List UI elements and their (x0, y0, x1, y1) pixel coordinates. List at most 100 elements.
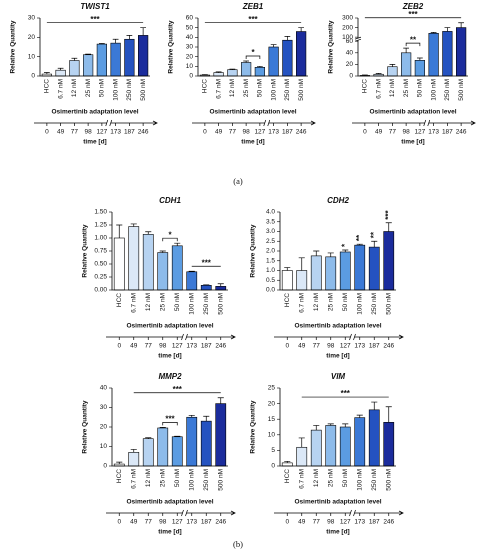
time-label: time [d] (326, 529, 349, 536)
time-tick-label: 98 (159, 519, 167, 526)
time-tick-label: 49 (130, 343, 138, 350)
time-tick-label: 173 (186, 343, 197, 350)
x-tick-label: 12 nM (71, 79, 78, 97)
y-tick-label: 0.00 (94, 287, 107, 294)
error-bar (85, 53, 92, 55)
y-tick-label: 1.5 (266, 257, 275, 264)
time-tick-label: 127 (96, 129, 107, 136)
x-tick-label: HCC (116, 293, 123, 307)
y-tick-label: 1.50 (94, 209, 107, 216)
time-break (263, 119, 271, 127)
error-bar (112, 38, 119, 44)
time-tick-label: 173 (110, 129, 121, 136)
axes (279, 212, 396, 291)
bar (215, 286, 227, 291)
bar (186, 271, 198, 291)
y-tick-label: 300 (342, 15, 353, 22)
y-tick-label: 3.5 (266, 218, 275, 225)
error-bar (375, 73, 382, 75)
y-tick-label: 40 (100, 385, 108, 392)
y-tick-label: 0 (189, 73, 193, 80)
x-tick-label: 250 nM (371, 469, 378, 491)
y-tick-label: 30 (28, 15, 36, 22)
error-bar (71, 57, 78, 61)
time-break (349, 333, 356, 341)
chart-title: MMP2 (158, 372, 182, 381)
time-tick-label: 98 (327, 343, 335, 350)
x-tick-label: 25 nM (403, 79, 410, 97)
time-break (181, 509, 188, 517)
y-tick-label: 0 (31, 73, 35, 80)
y-tick-label: 60 (186, 15, 194, 22)
time-axis (352, 120, 476, 126)
time-tick-label: 246 (456, 129, 467, 136)
y-tick-label: 1.0 (266, 267, 275, 274)
error-bar (458, 22, 465, 28)
y-tick-label: 0.50 (94, 261, 107, 268)
bar (383, 231, 395, 291)
x-tick-label: 250 nM (371, 293, 378, 315)
bar (401, 52, 412, 77)
error-bar (203, 284, 210, 286)
bracket (405, 42, 421, 47)
axis-break (354, 38, 362, 41)
y-tick-label: 5 (271, 447, 275, 454)
bar (128, 226, 140, 291)
significance: *** (173, 385, 183, 394)
time-tick-label: 77 (145, 343, 153, 350)
significance: * (251, 48, 255, 57)
error-bar (284, 267, 291, 271)
x-tick-label: 6.7 nM (298, 293, 305, 313)
x-tick-label: 25 nM (159, 469, 166, 487)
y-tick-label: 25 (268, 385, 276, 392)
time-tick-label: 127 (172, 519, 183, 526)
error-bar (356, 243, 363, 246)
bar (113, 237, 125, 291)
significance: *** (165, 414, 175, 423)
bar (171, 245, 183, 291)
x-tick-label: 12 nM (389, 79, 396, 97)
time-axis (192, 120, 316, 126)
x-tick-label: 100 nM (356, 293, 363, 315)
y-tick-label: 60 (346, 38, 354, 45)
chart-title: VIM (331, 372, 346, 381)
error-bar (298, 437, 305, 448)
y-tick-label: 2.5 (266, 238, 275, 245)
significance: *** (202, 258, 212, 267)
bar (296, 31, 307, 77)
error-bar (116, 461, 123, 465)
y-axis-label: Relative Quantity (250, 224, 257, 277)
time-label: time [d] (401, 139, 424, 146)
y-axis-label: Relative Quantity (82, 400, 89, 453)
bar (124, 38, 135, 77)
time-label: time [d] (241, 139, 264, 146)
bar (142, 438, 154, 467)
error-bar (130, 223, 137, 227)
time-tick-label: 127 (254, 129, 265, 136)
y-tick-label: 40 (186, 34, 194, 41)
x-tick-label: 50 nM (174, 293, 181, 311)
error-bar (256, 65, 263, 68)
error-bar (385, 222, 392, 232)
error-bar (327, 423, 334, 426)
time-break (424, 120, 429, 126)
time-tick-label: 98 (327, 519, 335, 526)
x-tick-label: HCC (44, 79, 51, 93)
x-tick-label: 250 nM (203, 293, 210, 315)
time-axis (106, 334, 236, 340)
time-break (106, 120, 111, 126)
time-tick-label: 187 (201, 519, 212, 526)
bar (296, 446, 308, 467)
error-bar (145, 437, 152, 439)
significance: *** (90, 15, 100, 24)
error-bar (371, 240, 378, 248)
bar (200, 285, 212, 291)
error-bar (313, 425, 320, 431)
y-tick-label: 1.25 (94, 222, 107, 229)
y-tick-label: 15 (268, 416, 276, 423)
y-tick-label: 0.75 (94, 248, 107, 255)
y-tick-label: 20 (28, 34, 36, 41)
x-tick-label: 12 nM (145, 293, 152, 311)
time-tick-label: 0 (117, 519, 121, 526)
bar (281, 270, 293, 291)
